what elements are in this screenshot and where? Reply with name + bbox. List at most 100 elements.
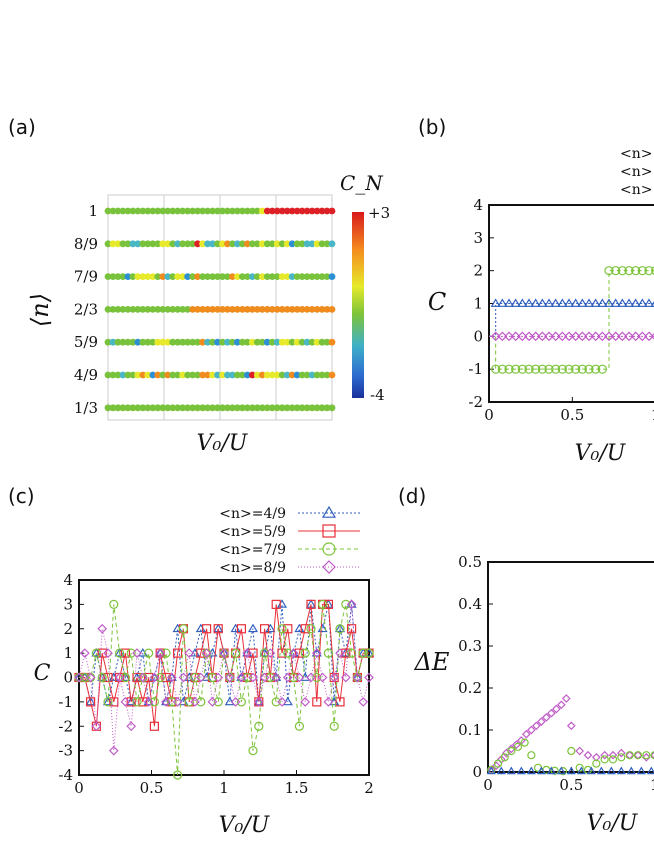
heatmap-cell (328, 306, 336, 313)
heatmap-cell (109, 371, 117, 379)
data-point (259, 672, 270, 683)
data-point (294, 721, 304, 731)
heatmap-cell (243, 273, 251, 280)
data-point (556, 700, 566, 710)
data-point (524, 364, 534, 374)
heatmap-cell (293, 404, 301, 412)
heatmap-cell (243, 371, 251, 379)
heatmap-cell (268, 371, 276, 379)
heatmap-cell (239, 273, 246, 280)
colorbar-label: C_N (340, 171, 384, 195)
heatmap-cell (104, 371, 112, 379)
data-point (550, 331, 561, 342)
heatmap-cell (104, 207, 112, 215)
heatmap-cell (124, 240, 132, 248)
heatmap-cell (159, 207, 167, 215)
data-point (242, 672, 252, 683)
series-line (489, 270, 654, 370)
heatmap-cell (184, 306, 192, 313)
colorbar-min-label: -4 (370, 386, 385, 404)
data-point (190, 672, 200, 683)
data-point (230, 697, 241, 707)
heatmap-cell (248, 306, 256, 313)
data-point (213, 697, 223, 707)
heatmap-cell (109, 273, 117, 280)
heatmap-cell (179, 240, 187, 248)
heatmap-cell (298, 207, 306, 215)
data-point (196, 697, 206, 707)
data-point (604, 331, 614, 342)
x-tick-label: 0.5 (560, 406, 584, 424)
heatmap-cell (209, 404, 216, 412)
data-point (277, 648, 287, 658)
y-tick-label: 0.5 (458, 553, 482, 571)
data-point (610, 298, 621, 307)
heatmap-cell (144, 240, 152, 248)
heatmap-cell (199, 273, 206, 280)
heatmap-cell (288, 207, 296, 215)
heatmap-cell (243, 306, 251, 313)
data-point (97, 648, 107, 658)
heatmap-cell (328, 273, 336, 280)
heatmap-cell (184, 273, 192, 280)
heatmap-cell (204, 207, 211, 215)
row-label: 1/3 (74, 399, 98, 417)
heatmap-cell (189, 371, 197, 379)
heatmap-cell (109, 240, 117, 248)
data-point (650, 751, 654, 759)
heatmap-cell (154, 338, 162, 346)
heatmap-cell (189, 273, 197, 280)
heatmap-cell (239, 306, 246, 313)
heatmap-cell (283, 371, 291, 379)
heatmap-cell (323, 338, 331, 346)
data-point (329, 721, 339, 731)
heatmap-cell (214, 306, 221, 313)
heatmap-cell (219, 207, 226, 215)
data-point (248, 648, 258, 658)
data-point (536, 766, 546, 775)
heatmap-cell (283, 207, 291, 215)
heatmap-cell (194, 306, 202, 313)
data-point (566, 766, 576, 775)
heatmap-cell (174, 338, 182, 346)
heatmap-cell (189, 404, 197, 412)
heatmap-cell (219, 273, 226, 280)
legend-entry: <n>=4/9 (219, 506, 286, 522)
heatmap-cell (229, 404, 236, 412)
heatmap-cell (318, 273, 326, 280)
data-point (109, 599, 119, 609)
heatmap-cell (318, 338, 326, 346)
x-tick-label: 0 (74, 779, 84, 797)
heatmap-cell (204, 240, 211, 248)
data-point (566, 721, 576, 731)
data-point (516, 766, 526, 775)
data-point (544, 331, 554, 342)
heatmap-cell (139, 338, 147, 346)
data-point (504, 364, 514, 374)
heatmap-cell (134, 306, 142, 313)
data-point (561, 694, 571, 703)
heatmap-cell (298, 338, 306, 346)
data-point (265, 648, 276, 658)
y-tick-label: -2 (468, 393, 483, 411)
data-point (184, 648, 195, 658)
heatmap-cell (124, 338, 132, 346)
series-line (79, 604, 369, 776)
heatmap-cell (119, 338, 127, 346)
data-point (300, 648, 310, 658)
heatmap-cell (114, 306, 122, 313)
data-point (300, 697, 311, 707)
data-point (530, 331, 541, 342)
heatmap-cell (224, 240, 231, 248)
heatmap-cell (229, 273, 236, 280)
heatmap-cell (303, 207, 311, 215)
data-point (503, 298, 515, 307)
heatmap-cell (164, 240, 172, 248)
heatmap-cell (323, 371, 331, 379)
data-point (611, 266, 621, 276)
heatmap-cell (129, 273, 137, 280)
heatmap-cell (258, 404, 266, 412)
heatmap-cell (159, 306, 167, 313)
heatmap-cell (119, 306, 127, 313)
data-point (491, 761, 501, 771)
